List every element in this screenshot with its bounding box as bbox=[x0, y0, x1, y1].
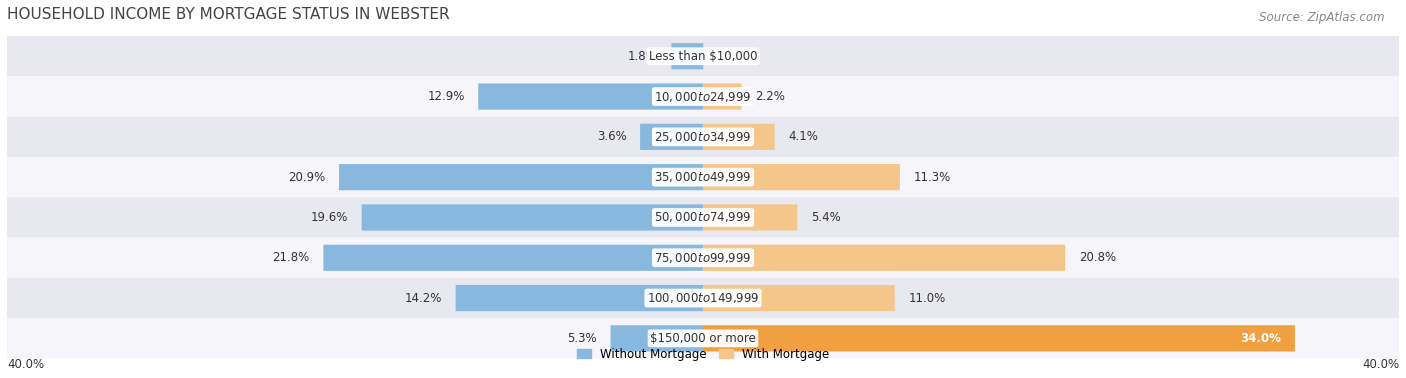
Text: Less than $10,000: Less than $10,000 bbox=[648, 50, 758, 63]
FancyBboxPatch shape bbox=[703, 204, 797, 231]
Text: Source: ZipAtlas.com: Source: ZipAtlas.com bbox=[1260, 11, 1385, 24]
Text: 14.2%: 14.2% bbox=[405, 291, 441, 305]
Text: HOUSEHOLD INCOME BY MORTGAGE STATUS IN WEBSTER: HOUSEHOLD INCOME BY MORTGAGE STATUS IN W… bbox=[7, 7, 450, 22]
FancyBboxPatch shape bbox=[7, 117, 1399, 157]
Text: 4.1%: 4.1% bbox=[789, 130, 818, 143]
Text: 21.8%: 21.8% bbox=[273, 251, 309, 264]
Text: 40.0%: 40.0% bbox=[7, 358, 44, 371]
Text: $75,000 to $99,999: $75,000 to $99,999 bbox=[654, 251, 752, 265]
FancyBboxPatch shape bbox=[7, 278, 1399, 318]
Text: 34.0%: 34.0% bbox=[1240, 332, 1281, 345]
Text: 20.9%: 20.9% bbox=[288, 170, 325, 184]
Text: 2.2%: 2.2% bbox=[755, 90, 785, 103]
FancyBboxPatch shape bbox=[478, 84, 703, 110]
FancyBboxPatch shape bbox=[339, 164, 703, 190]
FancyBboxPatch shape bbox=[7, 36, 1399, 76]
Text: $35,000 to $49,999: $35,000 to $49,999 bbox=[654, 170, 752, 184]
FancyBboxPatch shape bbox=[703, 84, 741, 110]
Text: $150,000 or more: $150,000 or more bbox=[650, 332, 756, 345]
Text: $25,000 to $34,999: $25,000 to $34,999 bbox=[654, 130, 752, 144]
FancyBboxPatch shape bbox=[323, 245, 703, 271]
Text: 40.0%: 40.0% bbox=[1362, 358, 1399, 371]
FancyBboxPatch shape bbox=[7, 238, 1399, 278]
Text: $50,000 to $74,999: $50,000 to $74,999 bbox=[654, 211, 752, 225]
Text: 3.6%: 3.6% bbox=[596, 130, 627, 143]
Text: 11.0%: 11.0% bbox=[908, 291, 946, 305]
Text: 0.0%: 0.0% bbox=[717, 50, 747, 63]
FancyBboxPatch shape bbox=[610, 325, 703, 352]
FancyBboxPatch shape bbox=[7, 76, 1399, 117]
FancyBboxPatch shape bbox=[640, 124, 703, 150]
Text: $100,000 to $149,999: $100,000 to $149,999 bbox=[647, 291, 759, 305]
Text: 5.4%: 5.4% bbox=[811, 211, 841, 224]
Text: 20.8%: 20.8% bbox=[1078, 251, 1116, 264]
FancyBboxPatch shape bbox=[672, 43, 703, 69]
FancyBboxPatch shape bbox=[7, 318, 1399, 358]
Text: $10,000 to $24,999: $10,000 to $24,999 bbox=[654, 90, 752, 104]
Legend: Without Mortgage, With Mortgage: Without Mortgage, With Mortgage bbox=[572, 343, 834, 366]
FancyBboxPatch shape bbox=[703, 285, 894, 311]
Text: 11.3%: 11.3% bbox=[914, 170, 950, 184]
FancyBboxPatch shape bbox=[703, 164, 900, 190]
Text: 19.6%: 19.6% bbox=[311, 211, 349, 224]
Text: 12.9%: 12.9% bbox=[427, 90, 464, 103]
FancyBboxPatch shape bbox=[361, 204, 703, 231]
FancyBboxPatch shape bbox=[703, 325, 1295, 352]
FancyBboxPatch shape bbox=[703, 124, 775, 150]
Text: 5.3%: 5.3% bbox=[567, 332, 598, 345]
FancyBboxPatch shape bbox=[456, 285, 703, 311]
FancyBboxPatch shape bbox=[7, 157, 1399, 197]
Text: 1.8%: 1.8% bbox=[628, 50, 658, 63]
FancyBboxPatch shape bbox=[703, 245, 1066, 271]
FancyBboxPatch shape bbox=[7, 197, 1399, 238]
